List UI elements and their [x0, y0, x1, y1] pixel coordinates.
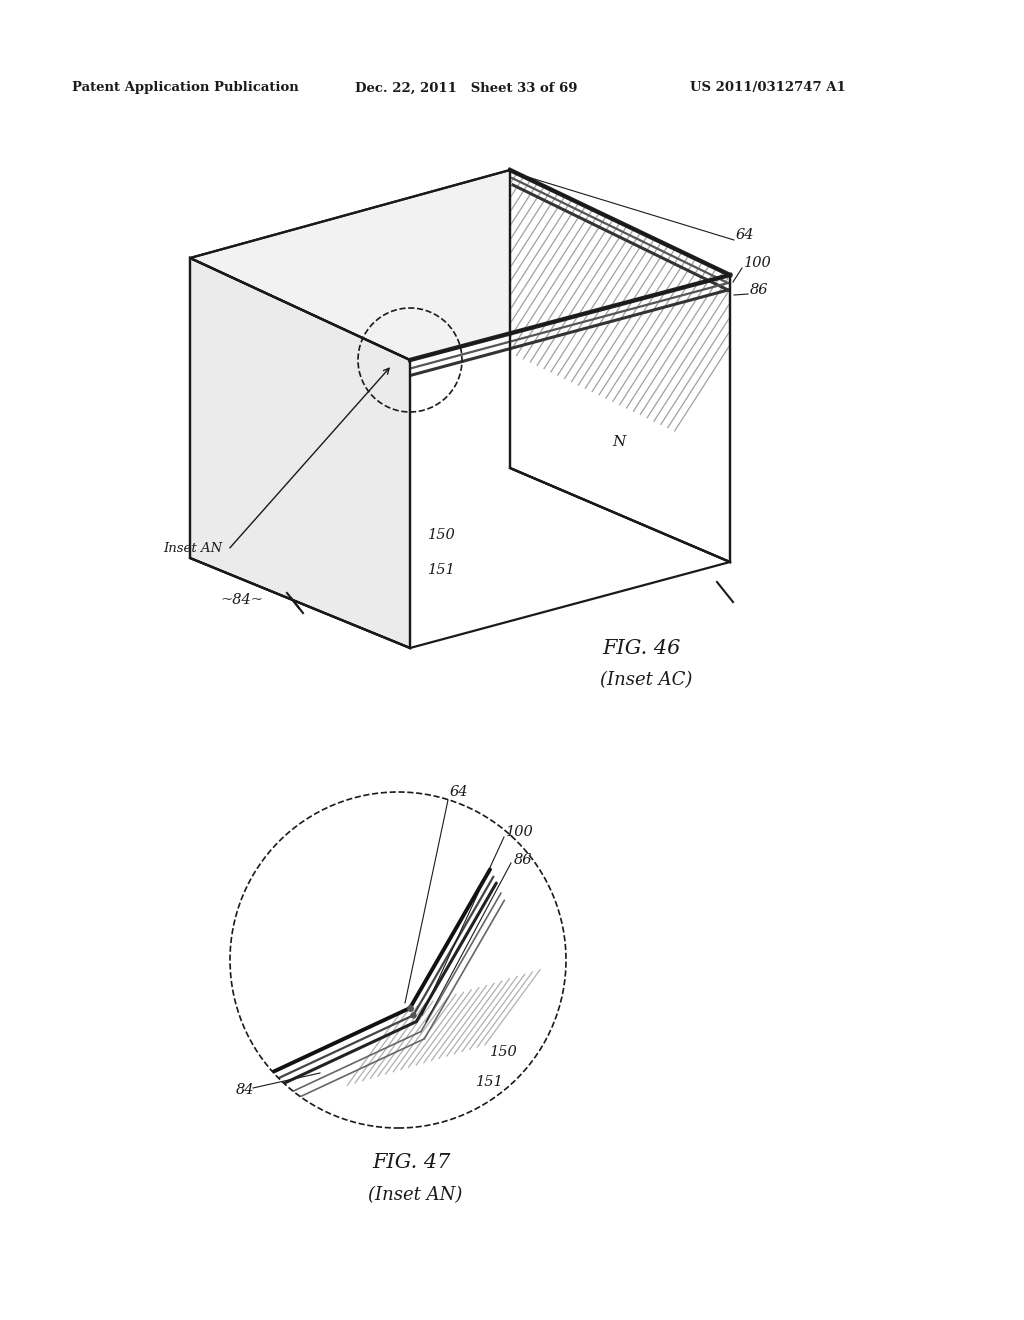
Text: 100: 100	[506, 825, 534, 840]
Text: FIG. 47: FIG. 47	[372, 1152, 451, 1172]
Text: ~84~: ~84~	[220, 593, 263, 607]
Text: (Inset AN): (Inset AN)	[368, 1185, 463, 1204]
Polygon shape	[190, 170, 730, 360]
Polygon shape	[510, 170, 730, 562]
Text: (Inset AC): (Inset AC)	[600, 671, 692, 689]
Text: 151: 151	[428, 564, 456, 577]
Text: 84: 84	[236, 1082, 255, 1097]
Text: 151: 151	[476, 1074, 504, 1089]
Text: Patent Application Publication: Patent Application Publication	[72, 82, 299, 95]
Text: 64: 64	[736, 228, 755, 242]
Text: N: N	[612, 436, 626, 449]
Text: FIG. 46: FIG. 46	[602, 639, 680, 657]
Text: 100: 100	[744, 256, 772, 271]
Text: 86: 86	[750, 282, 768, 297]
Text: US 2011/0312747 A1: US 2011/0312747 A1	[690, 82, 846, 95]
Text: Dec. 22, 2011   Sheet 33 of 69: Dec. 22, 2011 Sheet 33 of 69	[355, 82, 578, 95]
Text: 86: 86	[514, 853, 532, 867]
Text: 150: 150	[490, 1045, 518, 1059]
Text: 150: 150	[428, 528, 456, 543]
Polygon shape	[190, 257, 410, 648]
Text: 64: 64	[450, 785, 469, 799]
Text: Inset AN: Inset AN	[163, 541, 222, 554]
